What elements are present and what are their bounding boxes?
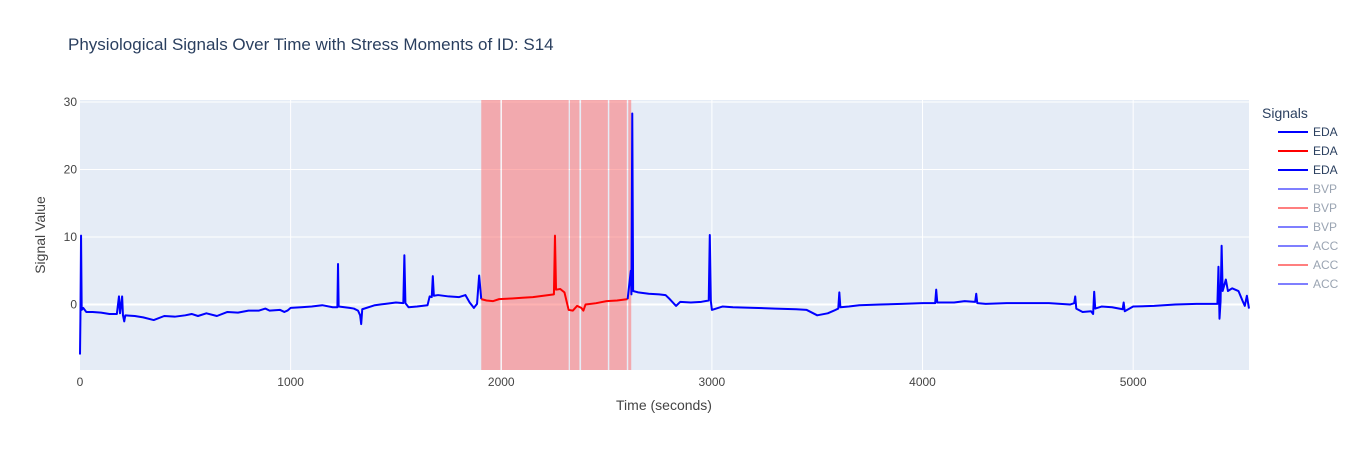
legend-item-acc[interactable]: ACC <box>1278 239 1339 253</box>
legend-item-eda[interactable]: EDA <box>1278 144 1338 158</box>
legend-label: EDA <box>1313 144 1338 158</box>
x-tick-label: 0 <box>77 375 84 389</box>
legend-title: Signals <box>1262 105 1308 121</box>
legend-label: ACC <box>1313 239 1339 253</box>
legend-label: EDA <box>1313 163 1338 177</box>
legend-label: BVP <box>1313 182 1337 196</box>
legend-label: ACC <box>1313 277 1339 291</box>
stress-region <box>501 100 569 370</box>
legend-label: ACC <box>1313 258 1339 272</box>
stress-region <box>609 100 627 370</box>
series-lines <box>79 112 1250 355</box>
x-axis-ticks: 0 1000 2000 3000 4000 5000 <box>77 375 1147 389</box>
series-line-eda[interactable] <box>481 234 628 312</box>
legend-item-bvp[interactable]: BVP <box>1278 182 1337 196</box>
stress-region <box>481 100 501 370</box>
series-line-eda[interactable] <box>626 112 1250 320</box>
x-axis-title: Time (seconds) <box>616 397 712 413</box>
legend-item-acc[interactable]: ACC <box>1278 277 1339 291</box>
stress-region <box>569 100 580 370</box>
stress-regions <box>481 100 632 370</box>
legend-item-bvp[interactable]: BVP <box>1278 220 1337 234</box>
legend-item-bvp[interactable]: BVP <box>1278 201 1337 215</box>
y-tick-label: 30 <box>64 95 78 109</box>
y-tick-label: 10 <box>64 230 78 244</box>
x-tick-label: 5000 <box>1120 375 1147 389</box>
stress-region <box>581 100 608 370</box>
legend-item-acc[interactable]: ACC <box>1278 258 1339 272</box>
y-axis-ticks: 0 10 20 30 <box>64 95 78 312</box>
y-tick-label: 20 <box>64 163 78 177</box>
chart-title: Physiological Signals Over Time with Str… <box>68 35 554 54</box>
stress-region <box>628 100 632 370</box>
legend: Signals EDA EDA EDA BVP BVP BVP ACC ACC ACC <box>1262 105 1339 291</box>
legend-item-eda[interactable]: EDA <box>1278 125 1338 139</box>
legend-label: BVP <box>1313 201 1337 215</box>
series-line-eda[interactable] <box>79 234 483 355</box>
legend-label: BVP <box>1313 220 1337 234</box>
legend-item-eda[interactable]: EDA <box>1278 163 1338 177</box>
legend-label: EDA <box>1313 125 1338 139</box>
x-tick-label: 4000 <box>909 375 936 389</box>
x-tick-label: 2000 <box>488 375 515 389</box>
gridlines <box>80 100 1249 370</box>
x-tick-label: 3000 <box>699 375 726 389</box>
x-tick-label: 1000 <box>277 375 304 389</box>
y-axis-title: Signal Value <box>32 196 48 274</box>
y-tick-label: 0 <box>70 298 77 312</box>
plot-area[interactable] <box>80 100 1249 370</box>
